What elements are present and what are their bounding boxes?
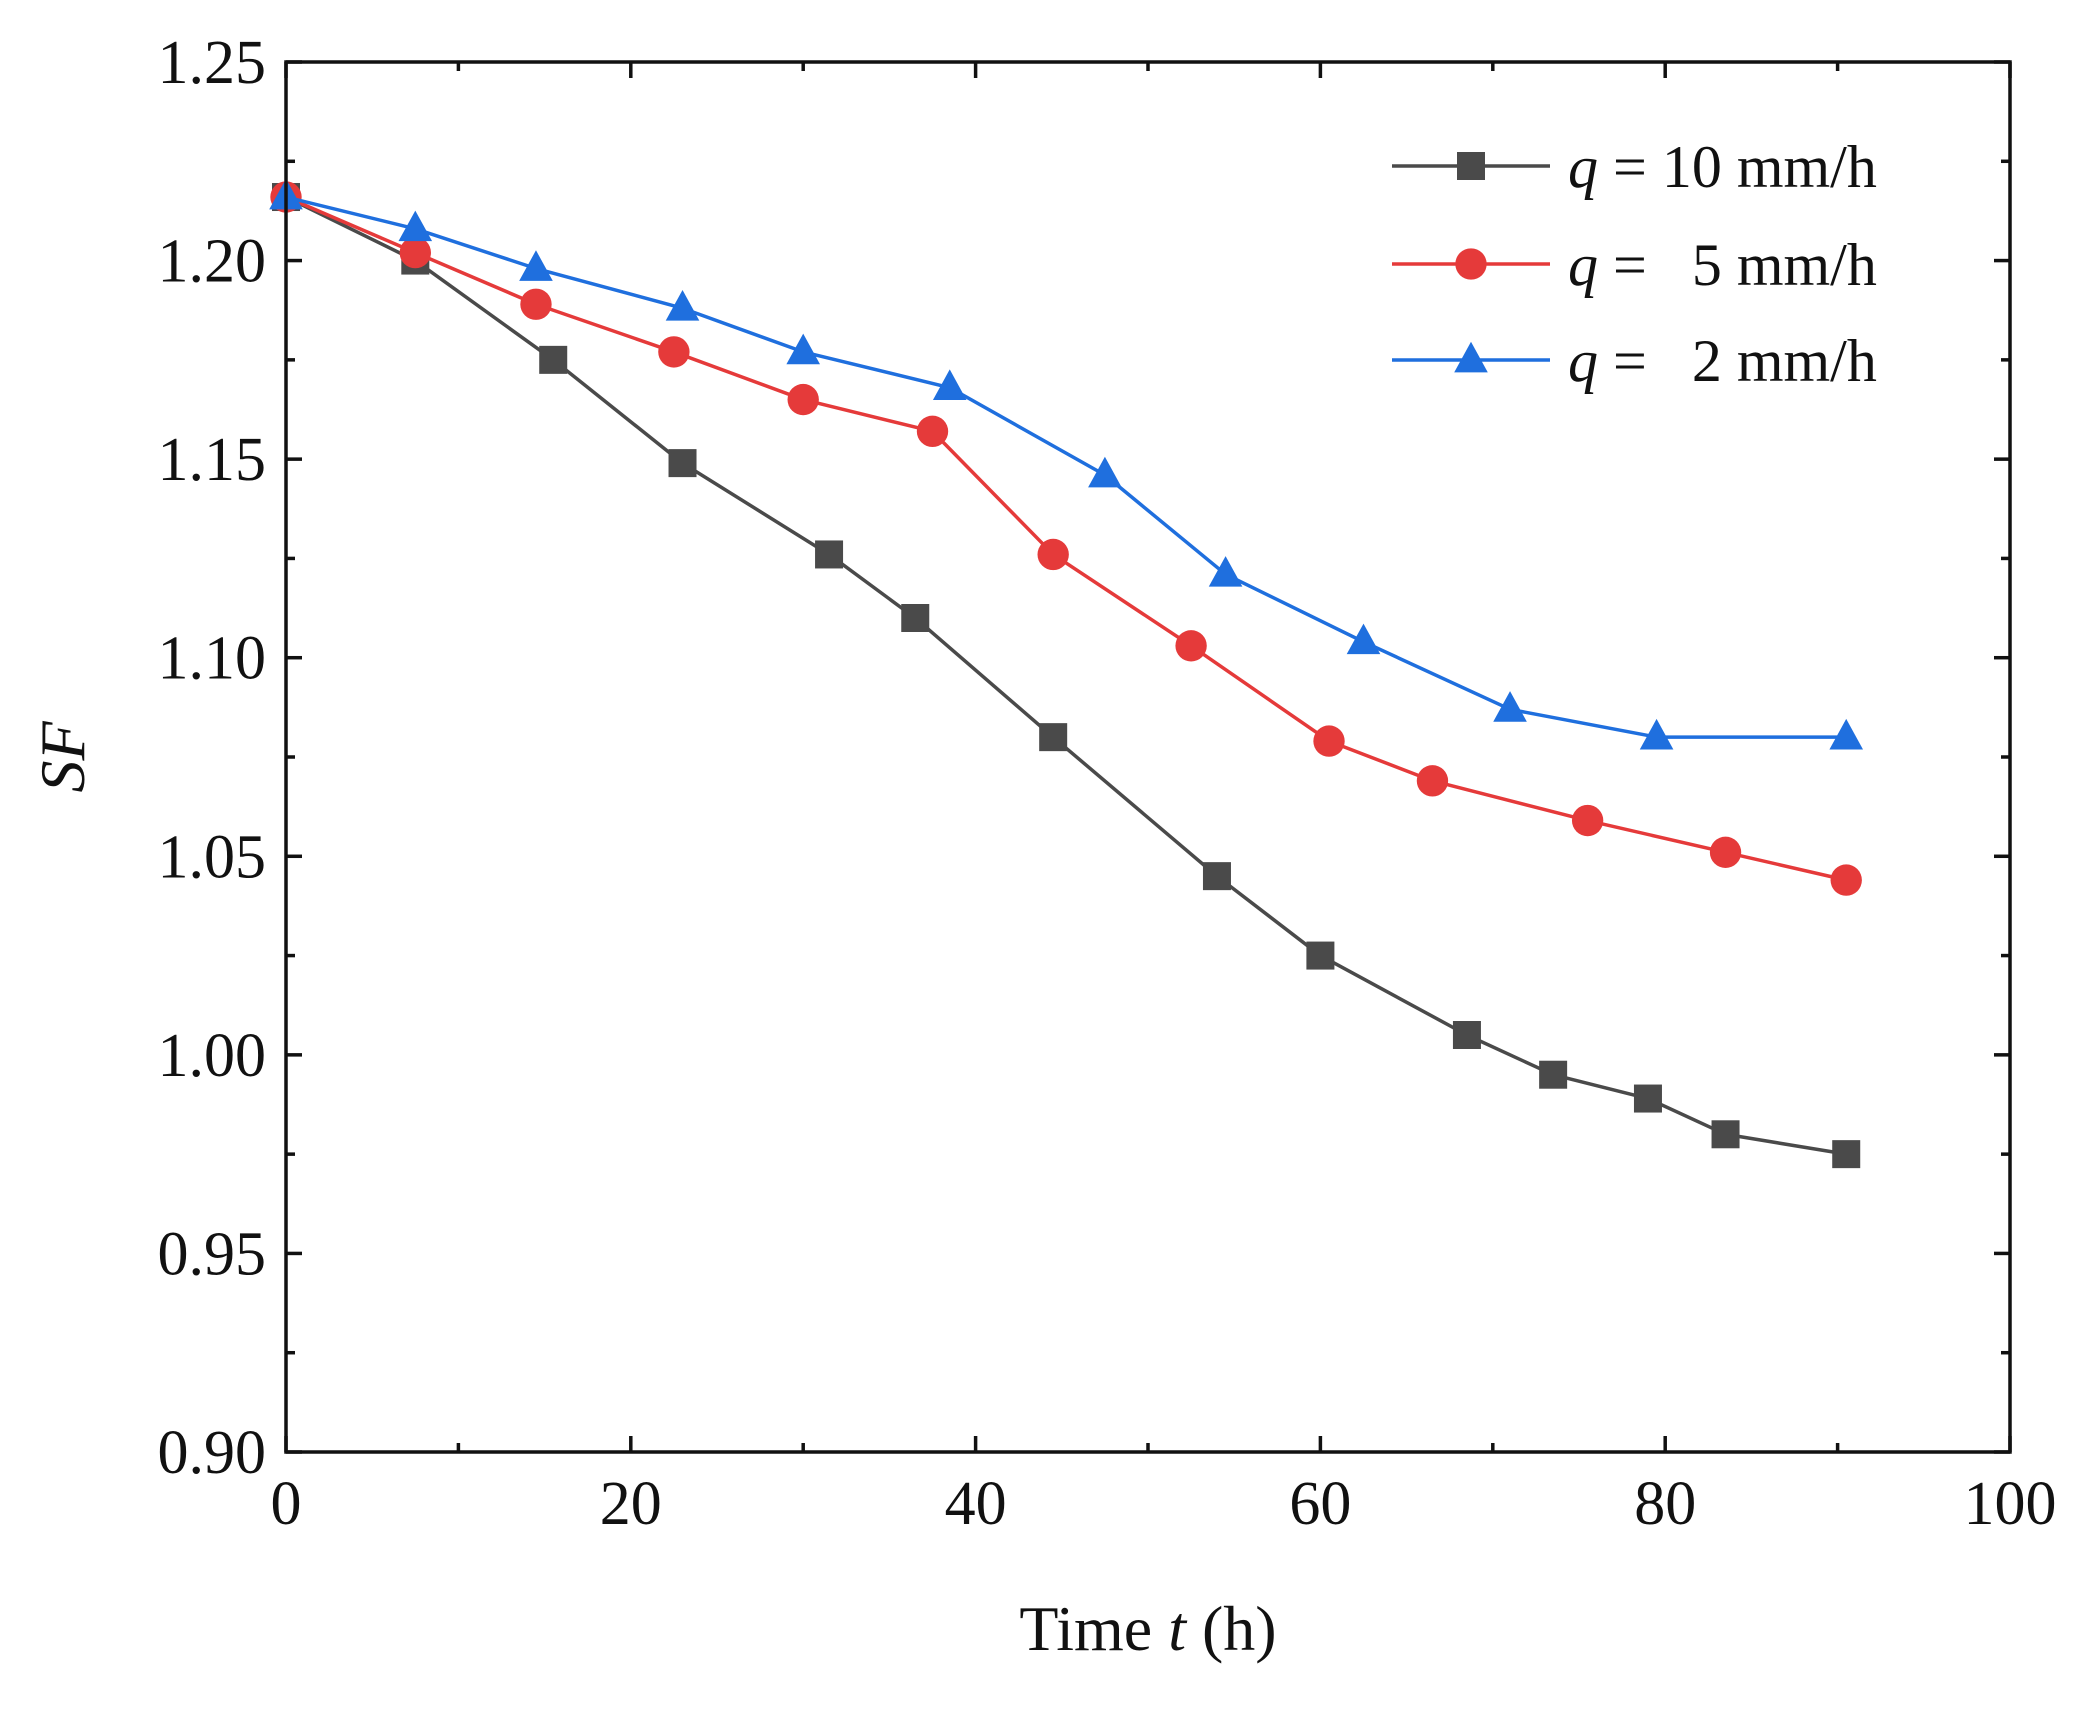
data-point [1493, 691, 1527, 722]
data-point [398, 210, 433, 242]
y-tick-label: 1.15 [158, 426, 267, 494]
data-point [665, 290, 700, 321]
x-axis-label-prefix: Time [1019, 1593, 1168, 1664]
data-point [1633, 1084, 1662, 1113]
x-tick-label: 60 [1289, 1470, 1351, 1538]
legend-marker [1455, 248, 1487, 280]
series-line [285, 195, 1847, 1156]
data-point [1711, 1120, 1740, 1149]
data-point [787, 383, 819, 416]
series-layer [269, 178, 1864, 1169]
data-point [1539, 1060, 1568, 1089]
data-point [1571, 804, 1604, 837]
legend-label-var: q [1568, 232, 1598, 298]
y-axis-label: SF [27, 721, 98, 793]
series-3 [269, 178, 1864, 750]
legend-label: q = 5 mm/h [1568, 232, 1877, 298]
data-point [1202, 862, 1231, 891]
data-point [916, 415, 949, 448]
data-point [1829, 718, 1864, 750]
legend-label-var: q [1568, 134, 1598, 200]
data-point [520, 288, 552, 320]
data-point [1346, 623, 1381, 655]
legend-entry-1: q = 10 mm/h [1392, 134, 1877, 200]
legend-label: q = 2 mm/h [1568, 328, 1877, 394]
data-point [519, 250, 553, 281]
y-tick-label: 1.10 [158, 625, 267, 693]
legend-entry-3: q = 2 mm/h [1392, 328, 1877, 394]
data-point [1313, 725, 1345, 757]
data-point [668, 449, 697, 478]
series-line [285, 195, 1847, 882]
data-point [1832, 1140, 1861, 1169]
y-tick-label: 1.20 [158, 228, 267, 296]
data-point [1452, 1021, 1481, 1049]
data-point [1175, 630, 1207, 662]
data-point [1709, 836, 1742, 868]
y-tick-label: 0.95 [158, 1220, 267, 1288]
legend-marker [1457, 152, 1485, 180]
data-point [539, 345, 568, 374]
x-tick-label: 40 [945, 1470, 1007, 1538]
x-tick-label: 20 [600, 1470, 662, 1538]
data-point [815, 540, 844, 569]
legend-label-var: q [1568, 328, 1598, 394]
data-point [1037, 538, 1069, 571]
legend-entry-2: q = 5 mm/h [1392, 232, 1877, 298]
data-point [658, 336, 690, 368]
legend-marker [1454, 341, 1488, 373]
x-tick-label: 80 [1634, 1470, 1696, 1538]
data-point [1208, 556, 1243, 587]
x-tick-labels: 0 20 40 60 80 100 [271, 1470, 2057, 1538]
y-tick-label: 1.00 [158, 1022, 267, 1090]
x-tick-label: 0 [271, 1470, 302, 1538]
tick-marks [284, 60, 2012, 1454]
data-point [1088, 456, 1122, 488]
legend: q = 10 mm/hq = 5 mm/hq = 2 mm/h [1392, 134, 1877, 394]
data-point [932, 369, 967, 401]
x-axis-label: Time t (h) [1019, 1593, 1276, 1664]
series-line [285, 195, 1847, 739]
data-point [1416, 765, 1449, 797]
data-point [399, 236, 431, 269]
y-tick-label: 1.25 [158, 29, 267, 97]
legend-label-text: = 10 mm/h [1598, 134, 1877, 200]
data-point [901, 604, 930, 632]
x-axis-label-suffix: (h) [1186, 1593, 1277, 1664]
y-tick-label: 0.90 [158, 1419, 267, 1487]
data-point [786, 333, 820, 365]
legend-label: q = 10 mm/h [1568, 134, 1877, 200]
series-2 [270, 181, 1862, 896]
data-point [1306, 941, 1335, 970]
y-tick-label: 1.05 [158, 823, 267, 891]
data-point [1639, 718, 1674, 750]
x-axis-label-var: t [1168, 1593, 1188, 1664]
data-point [1830, 864, 1862, 896]
legend-label-text: = 2 mm/h [1598, 328, 1877, 394]
x-tick-label: 100 [1964, 1470, 2057, 1538]
legend-label-text: = 5 mm/h [1598, 232, 1877, 298]
data-point [1039, 723, 1068, 752]
y-tick-labels: 0.90 0.95 1.00 1.05 1.10 1.15 1.20 1.25 [158, 29, 267, 1487]
